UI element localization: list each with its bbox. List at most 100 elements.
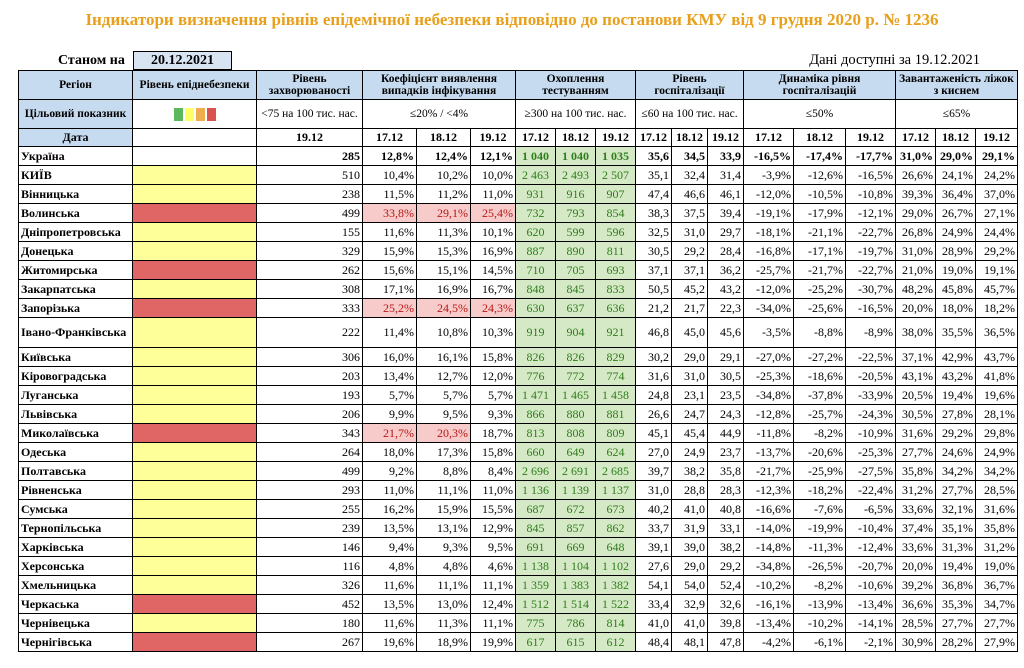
hosp-dynamics-value: -12,8% [743,404,794,424]
region-name: Вінницька [18,184,133,204]
testing-value: 866 [515,404,556,424]
hospitalization-value: 27,0 [635,442,672,462]
region-name: Івано-Франківська [18,317,133,348]
oxygen-beds-value: 19,0% [935,260,976,280]
testing-value: 774 [595,366,636,386]
oxygen-beds-value: 24,6% [935,442,976,462]
detection-value: 16,9% [416,279,471,299]
region-name: Чернівецька [18,613,133,633]
hospitalization-value: 31,0 [635,480,672,500]
target-hosp-dynamics: ≤50% [743,99,896,129]
hosp-dynamics-value: -30,7% [845,279,896,299]
danger-level-cell [132,594,257,614]
hosp-dynamics-value: -10,2% [793,613,846,633]
detection-value: 21,7% [362,423,417,443]
detection-value: 19,9% [470,632,516,652]
region-name: Київська [18,347,133,367]
date-col: 18.12 [555,128,596,147]
oxygen-beds-value: 20,5% [895,385,936,405]
table-row: Одеська 264 18,0% 17,3% 15,8% 660 649 624 27,0 24… [18,442,1018,462]
hospitalization-value: 37,1 [635,260,672,280]
danger-level-cell [132,146,257,166]
detection-value: 9,5% [470,537,516,557]
hospitalization-value: 29,0 [671,347,708,367]
hospitalization-value: 38,3 [635,203,672,223]
table-row: Луганська 193 5,7% 5,7% 5,7% 1 471 1 465 1 458 2… [18,385,1018,405]
testing-value: 862 [595,518,636,538]
morbidity-value: 329 [256,241,363,261]
testing-value: 1 383 [555,575,596,595]
date-col: 19.12 [845,128,896,147]
date-label: Дата [18,128,133,147]
morbidity-value: 326 [256,575,363,595]
testing-value: 710 [515,260,556,280]
hospitalization-value: 23,1 [671,385,708,405]
testing-value: 2 685 [595,461,636,481]
oxygen-beds-value: 24,2% [975,165,1018,185]
hosp-dynamics-value: -17,4% [793,146,846,166]
danger-level-cell [132,165,257,185]
testing-value: 881 [595,404,636,424]
region-name: Луганська [18,385,133,405]
hospitalization-value: 29,2 [707,556,744,576]
hosp-dynamics-value: -8,2% [793,423,846,443]
hosp-dynamics-value: -34,8% [743,556,794,576]
oxygen-beds-value: 39,3% [895,184,936,204]
detection-value: 15,9% [362,241,417,261]
testing-value: 693 [595,260,636,280]
oxygen-beds-value: 28,2% [935,632,976,652]
testing-value: 669 [555,537,596,557]
morbidity-value: 206 [256,404,363,424]
detection-value: 9,3% [416,537,471,557]
detection-value: 13,4% [362,366,417,386]
morbidity-value: 510 [256,165,363,185]
target-testing: ≥300 на 100 тис. нас. [515,99,636,129]
oxygen-beds-value: 34,7% [975,594,1018,614]
detection-value: 12,8% [362,146,417,166]
detection-value: 12,1% [470,146,516,166]
detection-value: 14,5% [470,260,516,280]
hospitalization-value: 33,4 [635,594,672,614]
hospitalization-value: 21,2 [635,298,672,318]
oxygen-beds-value: 43,7% [975,347,1018,367]
hospitalization-value: 43,2 [707,279,744,299]
hospitalization-value: 24,7 [671,404,708,424]
testing-value: 880 [555,404,596,424]
table-row: Сумська 255 16,2% 15,9% 15,5% 687 672 673 40,2 41… [18,499,1018,519]
oxygen-beds-value: 33,6% [895,499,936,519]
hosp-dynamics-value: -27,2% [793,347,846,367]
detection-value: 10,4% [362,165,417,185]
danger-level-cell [132,518,257,538]
testing-value: 845 [515,518,556,538]
testing-value: 732 [515,203,556,223]
hospitalization-value: 41,0 [671,613,708,633]
table-row: Вінницька 238 11,5% 11,2% 11,0% 931 916 907 47,4… [18,184,1018,204]
hospitalization-value: 47,4 [635,184,672,204]
oxygen-beds-value: 29,2% [935,423,976,443]
hosp-dynamics-value: -25,6% [793,298,846,318]
hospitalization-value: 46,8 [635,317,672,348]
hosp-dynamics-value: -3,5% [743,317,794,348]
table-row: Чернівецька 180 11,6% 11,3% 11,1% 775 786 814 41… [18,613,1018,633]
oxygen-beds-value: 24,4% [975,222,1018,242]
oxygen-beds-value: 19,6% [975,385,1018,405]
date-col: 17.12 [515,128,556,147]
hospitalization-value: 37,1 [671,260,708,280]
hospitalization-value: 45,0 [671,317,708,348]
detection-value: 25,4% [470,203,516,223]
detection-value: 11,1% [470,575,516,595]
oxygen-beds-value: 31,2% [975,537,1018,557]
testing-value: 672 [555,499,596,519]
detection-value: 11,6% [362,613,417,633]
testing-value: 931 [515,184,556,204]
testing-value: 845 [555,279,596,299]
testing-value: 814 [595,613,636,633]
hosp-dynamics-value: -19,1% [743,203,794,223]
hospitalization-value: 31,9 [671,518,708,538]
table-row: КИЇВ 510 10,4% 10,2% 10,0% 2 463 2 493 2 507 35,… [18,165,1018,185]
detection-value: 16,7% [470,279,516,299]
detection-value: 17,3% [416,442,471,462]
region-name: Тернопільська [18,518,133,538]
testing-value: 705 [555,260,596,280]
detection-value: 8,4% [470,461,516,481]
